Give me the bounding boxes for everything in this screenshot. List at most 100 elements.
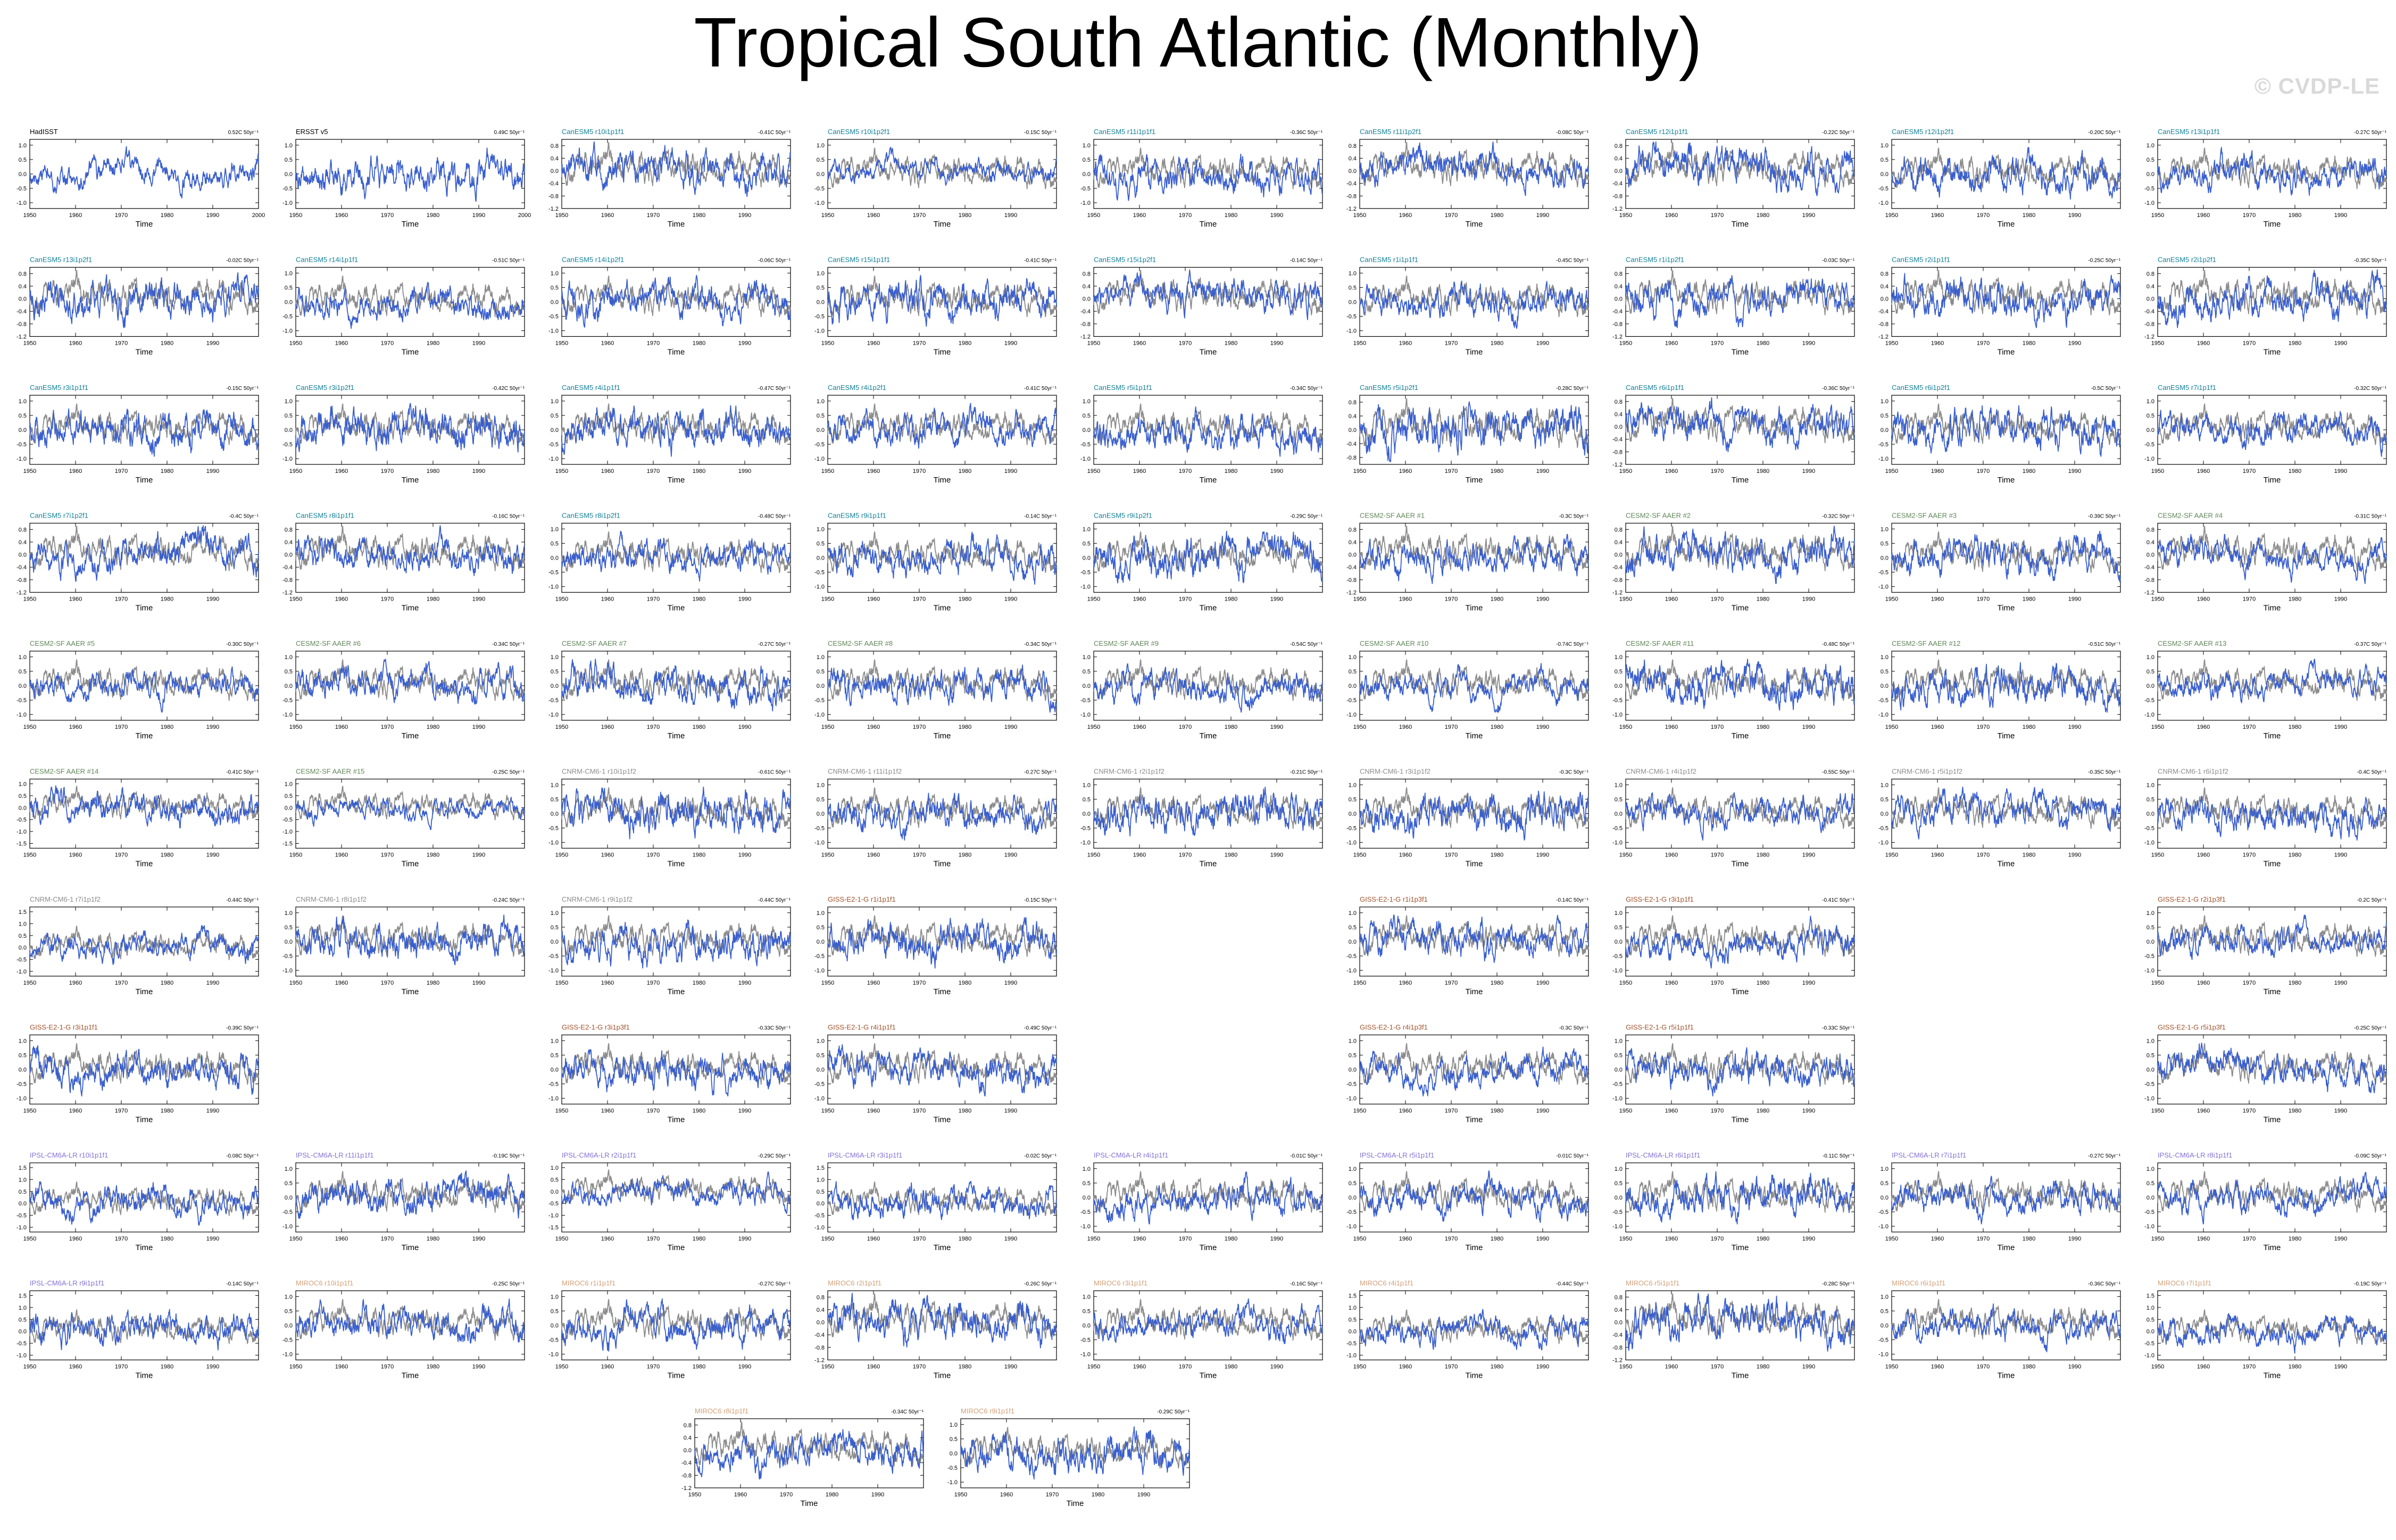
model-series-line bbox=[561, 1298, 791, 1352]
panel-title: CanESM5 r3i1p1f1 bbox=[30, 384, 88, 392]
y-tick-label: 0.5 bbox=[1349, 796, 1357, 803]
x-tick-label: 1960 bbox=[69, 852, 82, 859]
panel-trend: -0.34C 50yr⁻¹ bbox=[1290, 386, 1323, 392]
panel-trend: -0.35C 50yr⁻¹ bbox=[2354, 258, 2387, 264]
panel-title: CanESM5 r9i1p1f1 bbox=[828, 512, 886, 520]
y-tick-label: -1.0 bbox=[1346, 712, 1357, 718]
y-tick-label: 1.0 bbox=[2147, 1305, 2154, 1311]
x-tick-label: 1990 bbox=[1802, 596, 1815, 603]
x-tick-label: 1960 bbox=[2197, 1364, 2210, 1370]
y-tick-label: -1.0 bbox=[814, 456, 825, 462]
y-tick-label: 0.5 bbox=[1615, 1180, 1623, 1187]
y-tick-label: -0.4 bbox=[1612, 1332, 1623, 1338]
x-axis-label: Time bbox=[934, 220, 951, 229]
y-tick-label: 0.5 bbox=[551, 925, 559, 931]
x-tick-label: 1980 bbox=[693, 1236, 705, 1242]
x-tick-label: 1970 bbox=[115, 980, 128, 986]
x-tick-label: 1960 bbox=[335, 980, 348, 986]
y-tick-label: 1.0 bbox=[1083, 398, 1091, 405]
x-axis-label: Time bbox=[1732, 1371, 1749, 1380]
y-tick-label: -1.0 bbox=[1612, 1096, 1623, 1102]
panel-title: MIROC6 r3i1p1f1 bbox=[1094, 1279, 1147, 1287]
y-tick-label: 0.0 bbox=[1349, 683, 1357, 689]
x-tick-label: 1960 bbox=[2197, 596, 2210, 603]
y-tick-label: -0.4 bbox=[16, 309, 27, 315]
panel-trend: -0.24C 50yr⁻¹ bbox=[492, 897, 525, 903]
y-tick-label: 0.8 bbox=[551, 143, 559, 149]
y-tick-label: 0.0 bbox=[19, 171, 27, 178]
observed-series-line bbox=[694, 1421, 924, 1467]
x-axis-label: Time bbox=[668, 1116, 685, 1125]
y-tick-label: -0.8 bbox=[1346, 193, 1357, 199]
y-tick-label: 0.5 bbox=[1349, 1317, 1357, 1323]
panel-trend: -0.4C 50yr⁻¹ bbox=[2357, 770, 2387, 776]
x-tick-label: 1980 bbox=[161, 596, 173, 603]
x-axis-label: Time bbox=[1067, 1499, 1084, 1508]
model-series-line bbox=[1093, 406, 1323, 457]
y-tick-label: 0.0 bbox=[285, 1195, 293, 1201]
x-axis-label: Time bbox=[1200, 348, 1217, 357]
x-tick-label: 1990 bbox=[2334, 980, 2347, 986]
panel-title: CanESM5 r15i1p2f1 bbox=[1094, 256, 1156, 264]
observed-series-line bbox=[827, 275, 1057, 318]
x-axis-label: Time bbox=[934, 731, 951, 740]
y-tick-label: -1.0 bbox=[16, 829, 27, 835]
x-tick-label: 1960 bbox=[2197, 468, 2210, 475]
model-series-line bbox=[1625, 1293, 1855, 1352]
x-tick-label: 1990 bbox=[738, 1108, 751, 1114]
x-tick-label: 1960 bbox=[1665, 212, 1678, 219]
x-tick-label: 1980 bbox=[1757, 1364, 1769, 1370]
x-tick-label: 1980 bbox=[161, 1108, 173, 1114]
y-tick-label: -0.5 bbox=[1346, 697, 1357, 704]
y-tick-label: -0.5 bbox=[814, 1213, 825, 1219]
y-tick-label: 0.5 bbox=[1349, 669, 1357, 675]
y-tick-label: -0.5 bbox=[548, 314, 559, 320]
y-tick-label: 0.5 bbox=[285, 925, 293, 931]
x-tick-label: 1950 bbox=[555, 340, 568, 347]
panel-trend: -0.3C 50yr⁻¹ bbox=[1559, 514, 1589, 520]
y-tick-label: 1.0 bbox=[817, 782, 825, 788]
y-tick-label: 0.8 bbox=[1349, 399, 1357, 406]
y-tick-label: -1.0 bbox=[1878, 456, 1888, 462]
y-tick-label: -0.4 bbox=[1612, 564, 1623, 571]
y-tick-label: -1.0 bbox=[1878, 584, 1888, 590]
x-axis-label: Time bbox=[1732, 860, 1749, 869]
panel: CNRM-CM6-1 r5i1p1f2 -0.35C 50yr⁻¹ -1.0 -0.5… bbox=[1878, 768, 2121, 869]
panel: CanESM5 r14i1p2f1 -0.06C 50yr⁻¹ -1.0 -0.5 0.… bbox=[548, 256, 791, 357]
model-series-line bbox=[295, 914, 525, 965]
x-tick-label: 1960 bbox=[1133, 596, 1146, 603]
panel: CanESM5 r15i1p1f1 -0.41C 50yr⁻¹ -1.0 -0.5 0.… bbox=[814, 256, 1057, 357]
x-tick-label: 1980 bbox=[1491, 1364, 1503, 1370]
x-tick-label: 1960 bbox=[734, 1492, 747, 1498]
panel: IPSL-CM6A-LR r3i1p1f1 -0.02C 50yr⁻¹ -1.0 -0… bbox=[814, 1151, 1057, 1252]
x-tick-label: 1950 bbox=[23, 212, 36, 219]
x-tick-label: 1960 bbox=[1931, 724, 1944, 730]
x-tick-label: 1980 bbox=[2023, 340, 2035, 347]
y-tick-label: -1.0 bbox=[16, 1225, 27, 1231]
x-axis-label: Time bbox=[1200, 1243, 1217, 1252]
observed-series-line bbox=[29, 1181, 259, 1217]
panel-title: GISS-E2-1-G r1i1p1f1 bbox=[828, 895, 896, 903]
y-tick-label: 0.4 bbox=[817, 1307, 825, 1313]
panel-title: MIROC6 r9i1p1f1 bbox=[961, 1407, 1014, 1415]
panel: CNRM-CM6-1 r6i1p1f2 -0.4C 50yr⁻¹ -1.0 -0.5 0… bbox=[2144, 768, 2387, 869]
y-tick-label: -1.0 bbox=[2144, 1223, 2154, 1230]
x-tick-label: 1990 bbox=[472, 340, 485, 347]
y-tick-label: -1.0 bbox=[16, 1353, 27, 1359]
panel-title: GISS-E2-1-G r4i1p3f1 bbox=[1360, 1023, 1428, 1031]
y-tick-label: -0.5 bbox=[1346, 1209, 1357, 1216]
x-tick-label: 1980 bbox=[693, 852, 705, 859]
x-axis-label: Time bbox=[934, 1371, 951, 1380]
y-tick-label: -0.5 bbox=[1346, 314, 1357, 320]
panel-title: CESM2-SF AAER #1 bbox=[1360, 512, 1425, 520]
y-tick-label: 1.0 bbox=[1083, 1166, 1091, 1172]
x-tick-label: 1970 bbox=[1711, 980, 1724, 986]
model-series-line bbox=[1625, 275, 1855, 328]
y-tick-label: -1.2 bbox=[1080, 334, 1091, 340]
x-tick-label: 1960 bbox=[601, 340, 614, 347]
x-axis-label: Time bbox=[934, 1243, 951, 1252]
panel-trend: -0.25C 50yr⁻¹ bbox=[2354, 1026, 2387, 1031]
model-series-line bbox=[29, 525, 259, 582]
panel-trend: -0.27C 50yr⁻¹ bbox=[758, 1281, 791, 1287]
y-tick-label: 0.0 bbox=[1083, 171, 1091, 178]
